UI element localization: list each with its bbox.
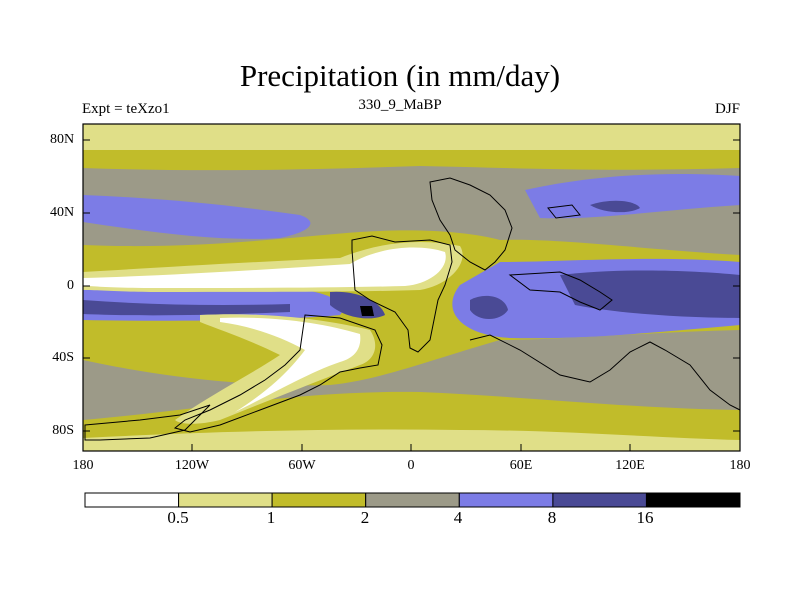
map-title: Precipitation (in mm/day) [239,58,561,93]
gondwana-south-outline [173,314,383,433]
lon-tick-60e: 60E [509,458,533,473]
lon-tick-60w: 60W [288,458,316,473]
north-storm-track-west [83,195,311,239]
north-storm-track-east [525,173,740,219]
lat-tick-40n: 40N [50,205,75,220]
colorbar-label-2: 2 [360,508,370,527]
lat-tick-80n: 80N [50,132,75,147]
season-label: DJF [714,101,740,117]
lon-tick-180w: 180 [72,458,94,473]
axis-ticks [83,139,740,451]
lon-tick-120w: 120W [174,458,210,473]
colorbar-label-4: 4 [453,508,463,527]
east-margin-outline [508,271,613,311]
north-island-outline [547,204,581,219]
north-polar-band [83,124,740,150]
colorbar-swatch [458,492,554,508]
period-label: 330_9_MaBP [358,97,442,113]
tropical-dark-west [83,300,290,316]
colorbar-swatch [365,492,460,508]
lon-tick-120e: 120E [615,458,645,473]
south-polar-band [83,429,740,451]
max-precip-spot [360,306,374,316]
lat-tick-0: 0 [67,278,74,293]
south-dry-white [220,317,361,412]
southern-coast-outline [469,334,741,411]
lon-tick-180e: 180 [729,458,751,473]
continent-outlines [84,177,741,441]
colorbar-swatch [84,492,180,508]
map-fields [83,124,740,451]
lat-tick-40s: 40S [52,350,74,365]
experiment-label: Expt = teXzo1 [82,101,170,117]
north-yellow-band [83,150,740,171]
south-polar-outline [84,404,211,441]
colorbar-label-1: 1 [266,508,276,527]
north-dark-core [590,200,640,213]
colorbar-label-8: 8 [547,508,557,527]
tropical-dark-spot [470,295,508,319]
colorbar-swatch [552,492,648,508]
pangea-north-outline [351,235,453,353]
dry-belt-white [83,247,446,288]
laurasia-east-outline [429,177,513,271]
colorbar-label-0-5: 0.5 [167,508,189,527]
colorbar-swatch [271,492,367,508]
colorbar-swatch [178,492,273,508]
colorbar-label-16: 16 [636,508,654,527]
lon-tick-0: 0 [407,458,415,473]
colorbar [84,492,741,508]
lat-tick-80s: 80S [52,423,74,438]
colorbar-swatch [645,492,741,508]
